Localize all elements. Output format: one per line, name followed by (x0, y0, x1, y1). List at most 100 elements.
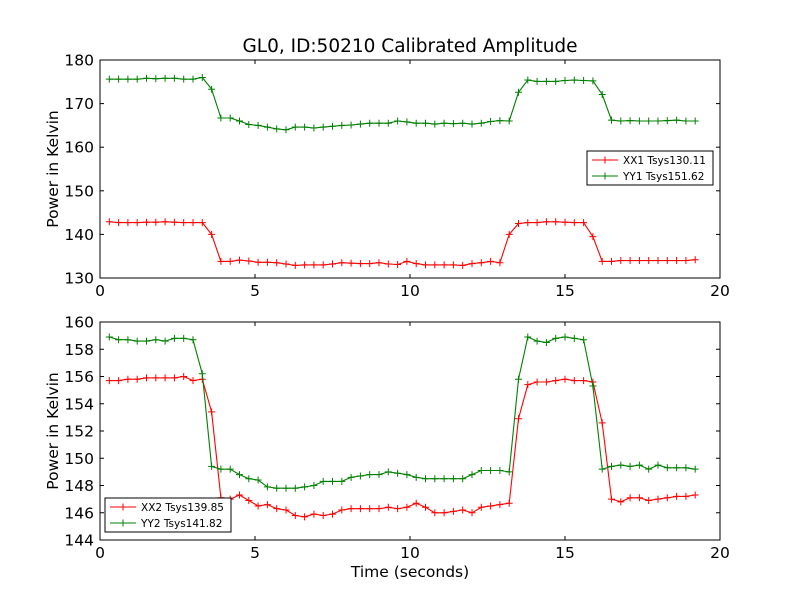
data-point (626, 117, 634, 125)
data-point (208, 230, 216, 238)
data-point (422, 503, 429, 511)
data-point (291, 484, 299, 492)
y-tick-label: 180 (64, 52, 94, 70)
data-point (542, 378, 550, 386)
legend-label: XX1 Tsys130.11 (623, 155, 706, 167)
data-point (682, 117, 690, 125)
data-point (124, 75, 132, 83)
data-point (170, 334, 178, 342)
data-point (561, 218, 569, 226)
data-point (580, 76, 588, 84)
data-point (338, 121, 346, 129)
data-point (412, 260, 420, 268)
data-point (403, 471, 411, 479)
data-point (477, 467, 485, 475)
data-point (589, 233, 597, 241)
data-point (403, 503, 411, 511)
data-point (263, 123, 271, 131)
legend-box (586, 150, 714, 186)
data-point (226, 257, 234, 265)
data-point (552, 377, 560, 385)
data-point (319, 123, 327, 131)
data-point (384, 260, 392, 268)
x-tick-label: 20 (710, 282, 730, 300)
data-point (617, 498, 625, 506)
data-point (143, 218, 150, 226)
data-point (254, 476, 262, 484)
data-point (133, 337, 141, 345)
data-point (254, 502, 262, 510)
data-point (375, 119, 383, 127)
data-point (124, 336, 132, 344)
figure-title: GL0, ID:50210 Calibrated Amplitude (242, 36, 577, 57)
y-tick-label: 146 (64, 504, 94, 522)
data-point (449, 261, 457, 269)
data-point (124, 375, 132, 383)
data-point (375, 259, 383, 267)
data-point (236, 491, 243, 499)
legend-swatch-marker (119, 519, 127, 527)
data-point (552, 218, 560, 226)
x-axis-label: Time (seconds) (350, 563, 469, 581)
data-point (161, 374, 169, 382)
data-point (105, 377, 113, 385)
data-point (654, 117, 662, 125)
data-point (105, 333, 113, 341)
data-point (226, 114, 234, 122)
data-point (356, 260, 364, 268)
data-point (394, 505, 402, 513)
data-point (617, 117, 625, 125)
legend-swatch-marker (119, 503, 127, 511)
data-point (422, 261, 429, 269)
y-tick-label: 160 (64, 314, 94, 332)
data-point (654, 461, 662, 469)
data-point (384, 503, 392, 511)
y-tick-label: 150 (64, 182, 94, 200)
data-point (533, 219, 541, 227)
y-tick-label: 152 (64, 423, 94, 441)
data-point (459, 475, 467, 483)
data-point (626, 257, 634, 265)
data-point (319, 261, 327, 269)
data-point (143, 74, 150, 82)
data-point (449, 120, 457, 128)
legend: XX1 Tsys130.11 YY1 Tsys151.62 (586, 150, 714, 186)
data-point (449, 475, 457, 483)
data-point (189, 377, 197, 385)
data-point (515, 220, 522, 227)
data-point (524, 76, 532, 84)
data-point (515, 88, 522, 96)
data-point (440, 475, 448, 483)
x-tick-label: 10 (400, 544, 420, 562)
data-point (115, 219, 123, 227)
data-point (515, 415, 522, 423)
data-point (170, 218, 178, 226)
data-point (570, 76, 578, 84)
data-point (263, 258, 271, 266)
data-point (654, 257, 662, 265)
x-tick-label: 5 (250, 544, 260, 562)
data-point (468, 509, 476, 517)
data-point (366, 119, 374, 127)
data-point (542, 218, 550, 226)
data-point (282, 506, 290, 514)
data-point (431, 261, 439, 269)
data-point (691, 256, 699, 264)
data-point (180, 75, 188, 83)
data-point (570, 219, 578, 227)
data-point (645, 257, 653, 265)
data-point (189, 75, 197, 83)
y-tick-label: 148 (64, 477, 94, 495)
data-point (263, 501, 271, 509)
data-point (524, 333, 532, 341)
series-1-group (105, 218, 699, 269)
data-point (431, 475, 439, 483)
y-tick-label: 140 (64, 226, 94, 244)
data-point (440, 509, 448, 517)
data-point (301, 261, 309, 269)
data-point (449, 507, 457, 515)
data-point (533, 378, 541, 386)
series-2-group (105, 333, 699, 492)
data-point (682, 492, 690, 500)
